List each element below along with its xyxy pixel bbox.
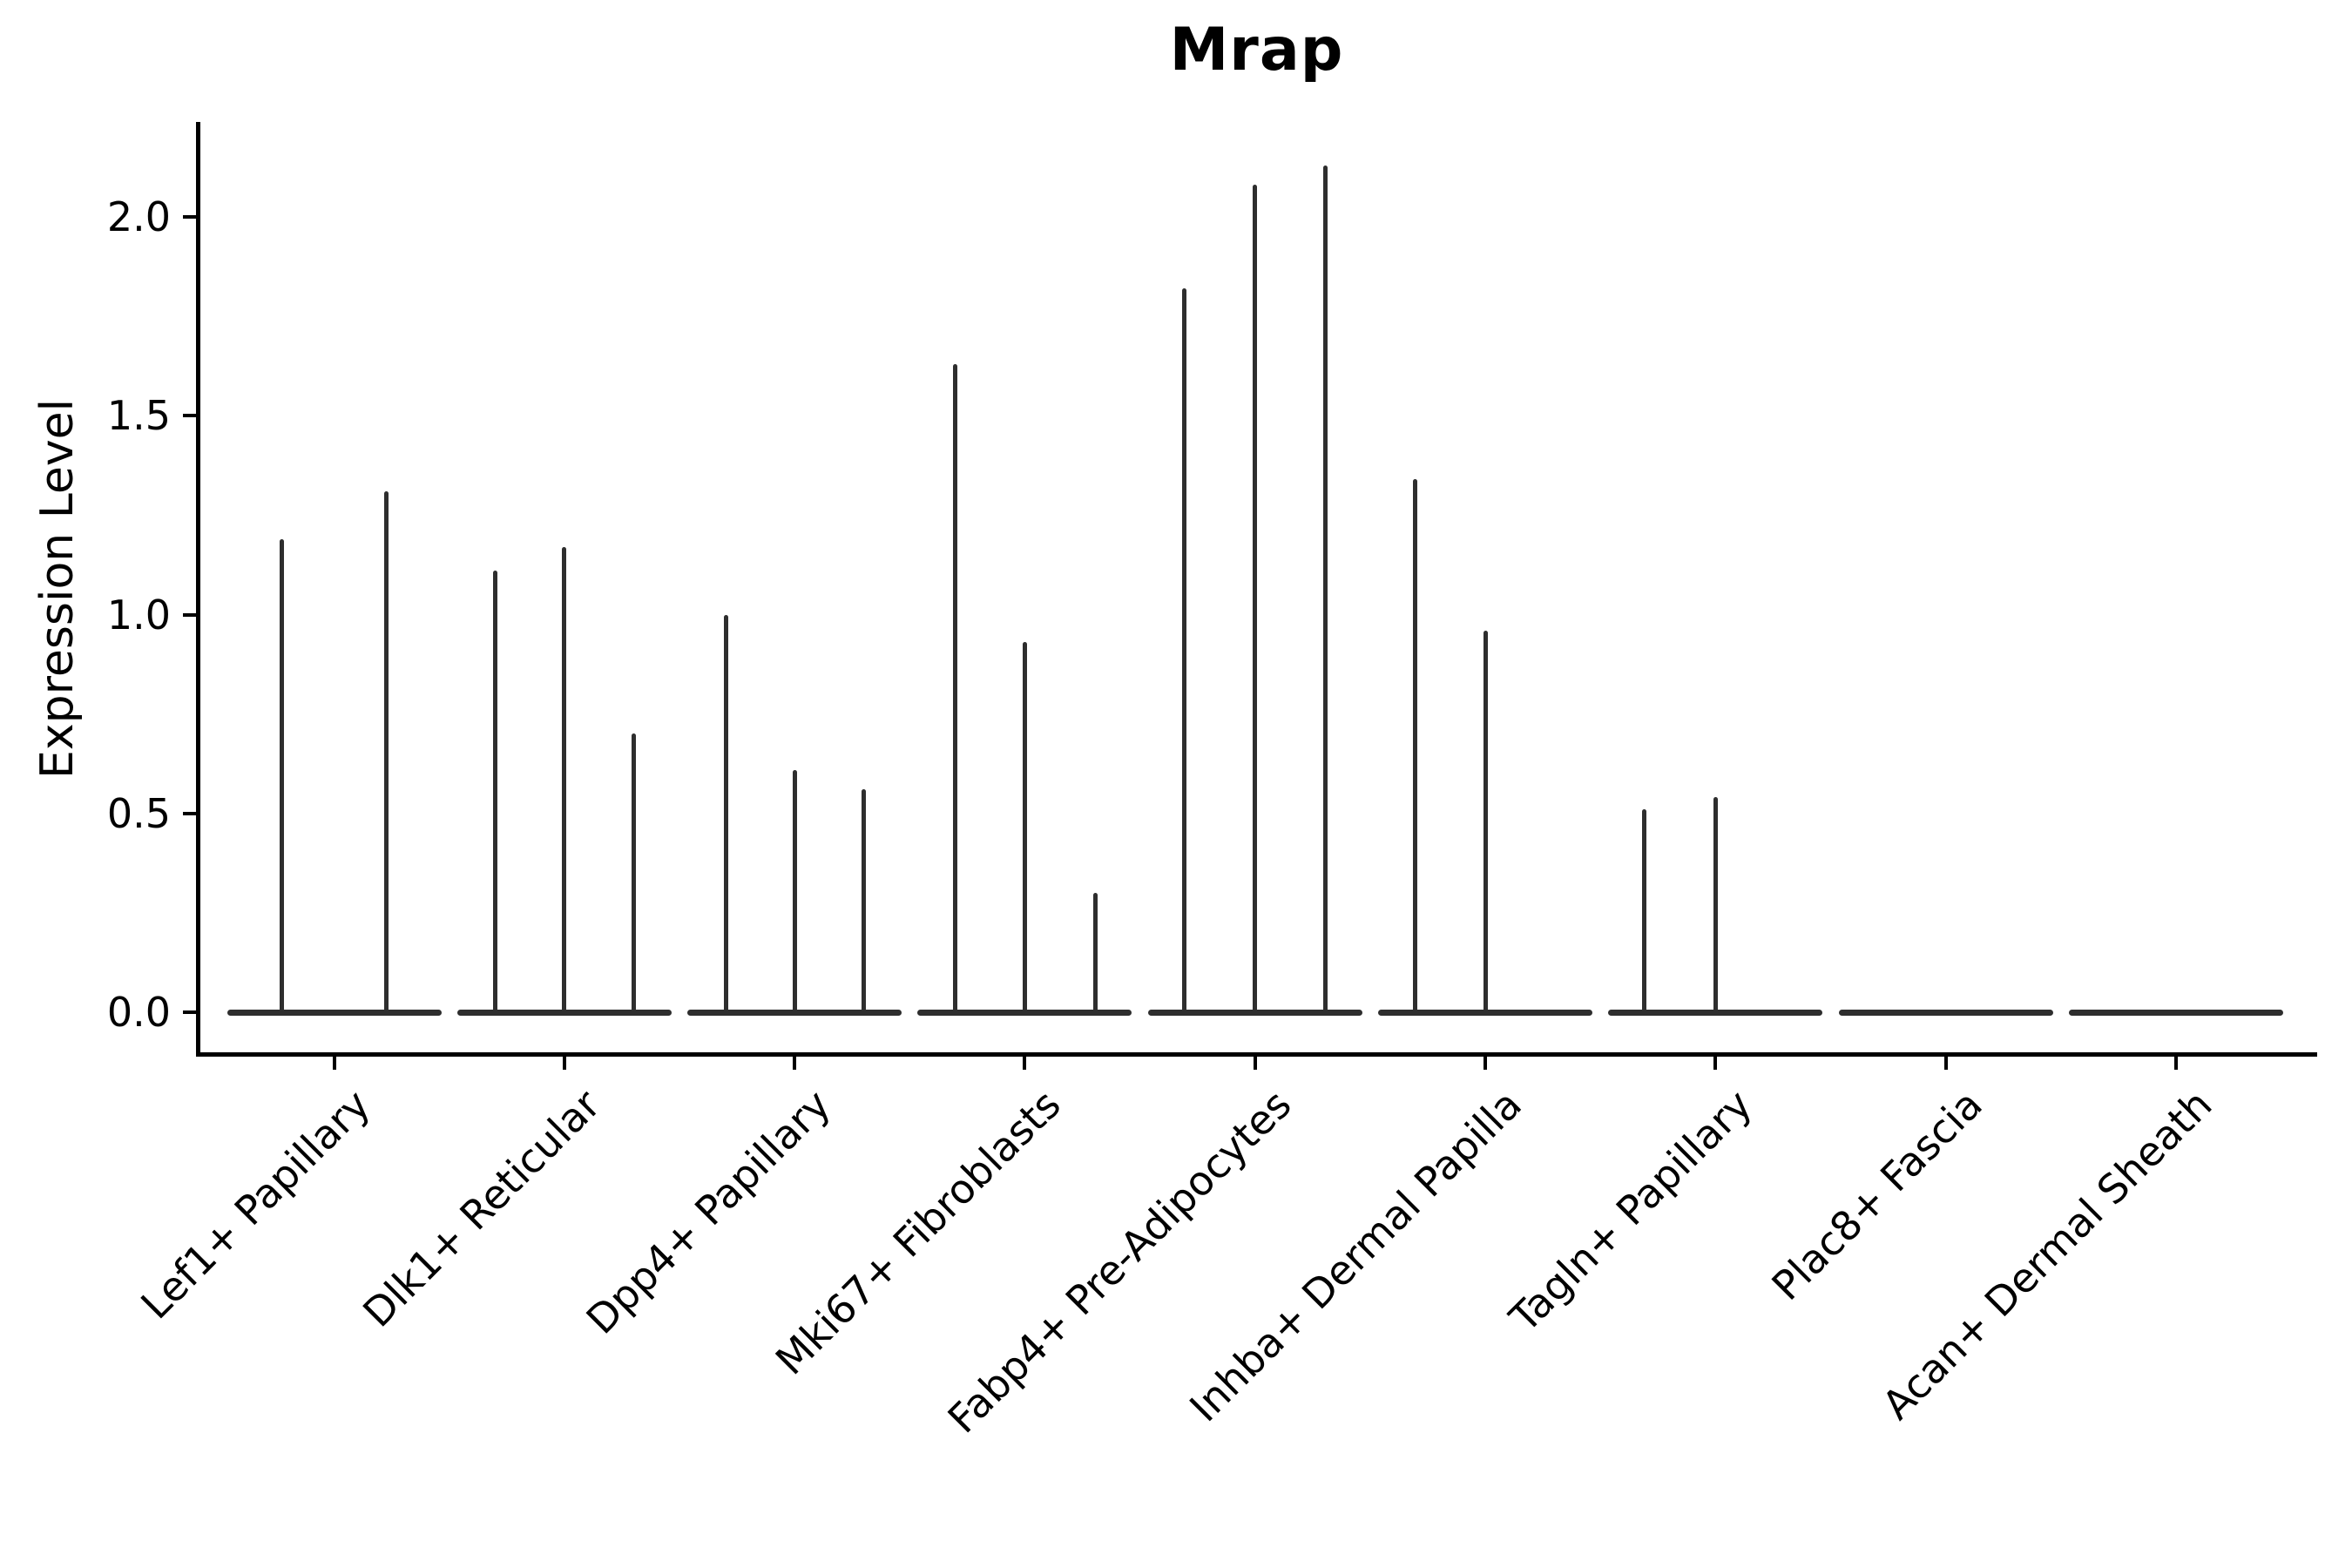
y-tick-mark — [183, 215, 196, 219]
y-axis-label: Expression Level — [31, 398, 84, 780]
x-tick-mark — [1943, 1057, 1948, 1070]
violin-spike — [1253, 185, 1258, 1016]
x-tick-mark — [1253, 1057, 1257, 1070]
y-tick-label: 0.0 — [106, 989, 171, 1036]
x-axis-spine — [196, 1052, 2317, 1057]
x-tick-mark — [332, 1057, 336, 1070]
violin-spike — [723, 614, 728, 1016]
x-tick-mark — [1713, 1057, 1718, 1070]
violin-spike — [1022, 642, 1027, 1016]
x-tick-label: Dpp4+ Papillary — [577, 1080, 840, 1343]
violin-baseline — [2068, 1009, 2283, 1016]
y-tick-label: 0.5 — [106, 789, 171, 837]
y-axis-spine — [196, 122, 200, 1057]
violin-spike — [792, 769, 797, 1016]
violin-spike — [632, 733, 637, 1016]
violin-spike — [1182, 288, 1187, 1016]
violin-spike — [384, 490, 389, 1016]
x-tick-mark — [562, 1057, 566, 1070]
x-tick-label: Dlk1+ Reticular — [354, 1080, 610, 1336]
x-tick-mark — [1484, 1057, 1487, 1070]
violin-spike — [1092, 893, 1098, 1016]
y-tick-mark — [183, 1010, 196, 1014]
violin-spike — [1412, 479, 1417, 1016]
y-tick-mark — [183, 811, 196, 815]
y-tick-mark — [183, 612, 196, 617]
violin-spike — [562, 546, 567, 1016]
violin-spike — [952, 363, 957, 1016]
violin-baseline — [226, 1009, 442, 1016]
y-tick-label: 1.0 — [106, 591, 171, 639]
x-tick-label: Lef1+ Papillary — [132, 1080, 380, 1328]
violin-spike — [861, 789, 866, 1016]
violin-spike — [1483, 630, 1488, 1016]
y-tick-label: 2.0 — [106, 193, 171, 240]
x-tick-mark — [1023, 1057, 1027, 1070]
chart-title: Mrap — [1169, 16, 1344, 84]
x-tick-mark — [2173, 1057, 2178, 1070]
x-tick-label: Plac8+ Fascia — [1761, 1080, 1991, 1309]
violin-spike — [1713, 797, 1718, 1016]
y-tick-label: 1.5 — [106, 392, 171, 440]
violin-baseline — [1838, 1009, 2053, 1016]
violin-spike — [280, 538, 284, 1016]
violin-spike — [1641, 809, 1646, 1016]
violin-spike — [493, 571, 498, 1016]
violin-spike — [1323, 165, 1328, 1016]
x-tick-mark — [793, 1057, 797, 1070]
x-tick-label: Tagln+ Papillary — [1500, 1080, 1761, 1342]
y-tick-mark — [183, 414, 196, 418]
